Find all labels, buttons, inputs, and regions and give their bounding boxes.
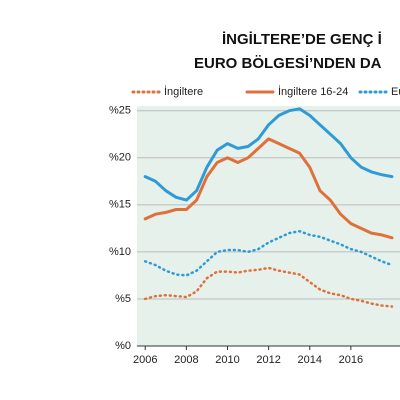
y-tick-label: %5 [115, 293, 131, 305]
series-line [143, 137, 394, 240]
y-tick-label: %0 [115, 340, 131, 352]
series-line [143, 229, 394, 277]
y-tick-label: %20 [109, 152, 131, 164]
x-tick-label: 2008 [174, 354, 198, 366]
legend-label: İngiltere 16-24 [278, 85, 348, 98]
legend-label: İngiltere [164, 85, 203, 98]
legend-label: Euro B [391, 86, 400, 98]
x-tick-label: 2016 [339, 354, 363, 366]
x-tick-label: 2012 [256, 354, 280, 366]
x-tick-label: 2014 [297, 354, 321, 366]
chart-title: İNGİLTERE’DE GENÇ İ [222, 31, 382, 48]
y-tick-label: %15 [109, 199, 131, 211]
y-tick-label: %10 [109, 246, 131, 258]
x-tick-label: 2006 [133, 354, 157, 366]
chart-title: EURO BÖLGESİ’NDEN DA [194, 55, 382, 72]
series-line [143, 266, 394, 308]
series-line [143, 107, 394, 202]
y-tick-label: %25 [109, 105, 131, 117]
x-tick-label: 2010 [215, 354, 239, 366]
plot-background [137, 106, 400, 346]
